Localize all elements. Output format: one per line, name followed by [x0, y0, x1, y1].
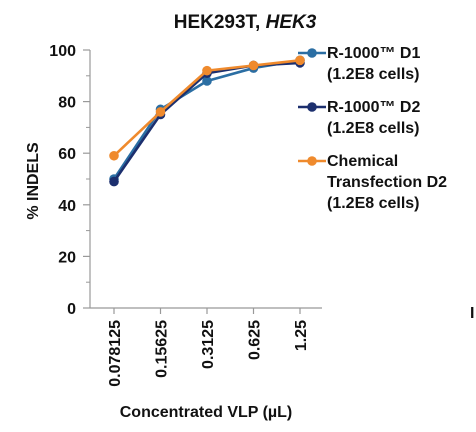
legend: R-1000™ D1 (1.2E8 cells) R-1000™ D2 (1.2E8 … — [298, 45, 447, 212]
legend-label: (1.2E8 cells) — [327, 195, 420, 212]
y-ticks: 0 20 40 60 80 100 — [49, 43, 90, 318]
legend-label: Transfection D2 — [327, 174, 447, 191]
legend-entry-3: Chemical Transfection D2 (1.2E8 cells) — [298, 153, 447, 212]
x-tick-label: 1.25 — [293, 320, 310, 351]
cropped-edge-glyph: I — [470, 305, 474, 322]
x-axis: 0.078125 0.15625 0.3125 0.625 1.25 — [90, 307, 322, 387]
y-tick-label: 100 — [49, 43, 76, 60]
legend-swatch-marker — [307, 156, 317, 166]
x-tick-label: 0.15625 — [154, 320, 171, 378]
series-layer — [109, 55, 305, 187]
data-point — [109, 150, 119, 161]
y-tick-label: 40 — [58, 198, 76, 215]
legend-label: (1.2E8 cells) — [327, 120, 420, 137]
legend-entry-2: R-1000™ D2 (1.2E8 cells) — [298, 99, 420, 137]
x-axis-label: Concentrated VLP (µL) — [120, 404, 293, 421]
y-tick-label: 0 — [67, 301, 76, 318]
data-point — [202, 76, 212, 86]
data-point — [248, 60, 259, 71]
chart-title: HEK293T, HEK3 — [174, 12, 317, 33]
chart-title-main: HEK293T, — [174, 12, 266, 33]
y-tick-label: 60 — [58, 146, 76, 163]
chart-title-italic: HEK3 — [266, 12, 317, 33]
data-point — [155, 107, 166, 117]
legend-label: R-1000™ D1 — [327, 45, 420, 62]
legend-swatch-marker — [307, 102, 317, 112]
x-tick-label: 0.3125 — [200, 320, 217, 369]
y-axis: 0 20 40 60 80 100 — [49, 43, 91, 318]
x-ticks: 0.078125 0.15625 0.3125 0.625 1.25 — [107, 308, 310, 387]
data-point — [109, 176, 119, 187]
series-2 — [109, 58, 305, 187]
x-tick-label: 0.625 — [247, 320, 264, 360]
x-tick-label: 0.078125 — [107, 320, 124, 387]
legend-label: R-1000™ D2 — [327, 99, 420, 116]
legend-entry-1: R-1000™ D1 (1.2E8 cells) — [298, 45, 420, 83]
legend-label: (1.2E8 cells) — [327, 66, 420, 83]
data-point — [295, 55, 305, 66]
series-3 — [109, 55, 305, 161]
y-tick-label: 20 — [58, 249, 76, 266]
y-tick-label: 80 — [58, 95, 76, 112]
legend-swatch-marker — [307, 48, 317, 58]
data-point — [202, 65, 212, 76]
legend-label: Chemical — [327, 153, 398, 170]
y-axis-label: % INDELS — [25, 142, 42, 220]
